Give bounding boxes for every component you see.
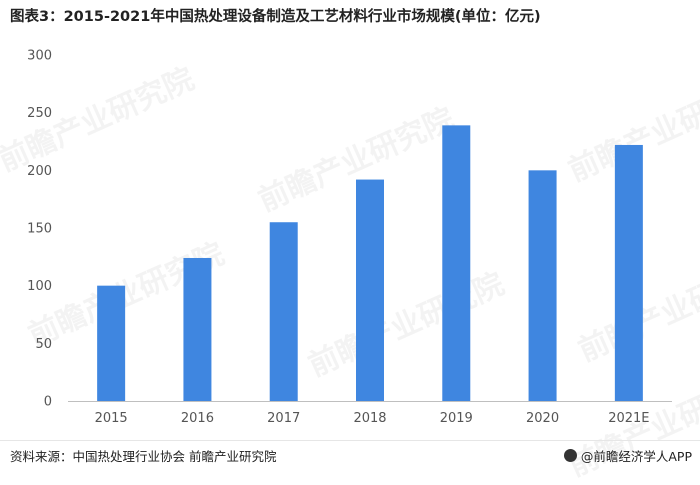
y-axis-ticks: 0 50 100 150 200 250 300 [27,49,52,410]
bar-2020 [528,170,557,401]
bar-2016 [183,257,212,401]
x-tick-label: 2018 [353,411,386,426]
bar-2019 [442,125,471,401]
bar-2021E [614,144,643,401]
bar-2015 [97,285,126,401]
x-tick-label: 2016 [181,411,214,426]
source-note: 资料来源：中国热处理行业协会 前瞻产业研究院 [10,449,277,464]
y-tick-label: 200 [27,164,52,179]
bar-2018 [356,179,384,401]
y-tick-label: 150 [27,222,52,237]
brand-label: @前瞻经济学人APP [580,449,692,464]
x-tick-label: 2021E [608,411,649,426]
y-tick-label: 0 [44,395,52,410]
x-tick-label: 2017 [267,411,300,426]
y-tick-label: 250 [27,106,52,121]
brand: @前瞻经济学人APP [563,446,692,465]
brand-logo-icon [563,449,577,462]
x-tick-label: 2015 [95,411,128,426]
footer-divider [0,440,700,441]
bar-2017 [269,222,298,401]
x-tick-label: 2020 [526,411,559,426]
y-tick-label: 100 [27,279,52,294]
y-tick-label: 300 [27,49,52,64]
x-tick-label: 2019 [440,411,473,426]
bars [97,125,643,401]
x-axis-ticks: 2015 2016 2017 2018 2019 2020 2021E [95,411,650,426]
y-tick-label: 50 [35,337,52,352]
chart-title: 图表3：2015-2021年中国热处理设备制造及工艺材料行业市场规模(单位：亿元… [10,9,541,25]
